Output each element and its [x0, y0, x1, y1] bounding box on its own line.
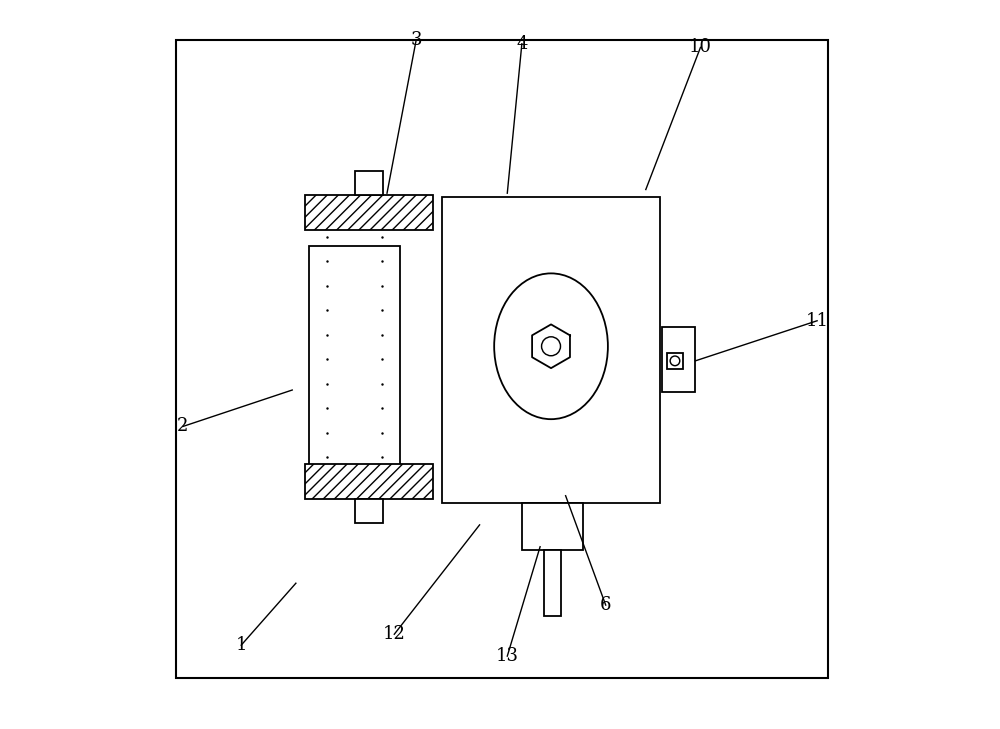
- Bar: [442, 197, 660, 503]
- Bar: [667, 353, 683, 369]
- Bar: [355, 171, 383, 195]
- Bar: [305, 464, 433, 499]
- Text: 6: 6: [600, 596, 611, 614]
- Bar: [544, 550, 561, 616]
- Bar: [176, 40, 828, 678]
- Text: 1: 1: [235, 636, 247, 654]
- Bar: [355, 499, 383, 523]
- Text: 13: 13: [496, 647, 519, 665]
- Text: 3: 3: [410, 31, 422, 49]
- Text: 12: 12: [383, 625, 406, 643]
- Text: 10: 10: [689, 39, 712, 56]
- Bar: [522, 503, 583, 550]
- Bar: [309, 246, 400, 483]
- Text: 4: 4: [516, 35, 528, 52]
- Text: 11: 11: [806, 312, 829, 330]
- Bar: [305, 195, 433, 230]
- Text: 2: 2: [177, 418, 189, 435]
- Bar: [662, 327, 695, 392]
